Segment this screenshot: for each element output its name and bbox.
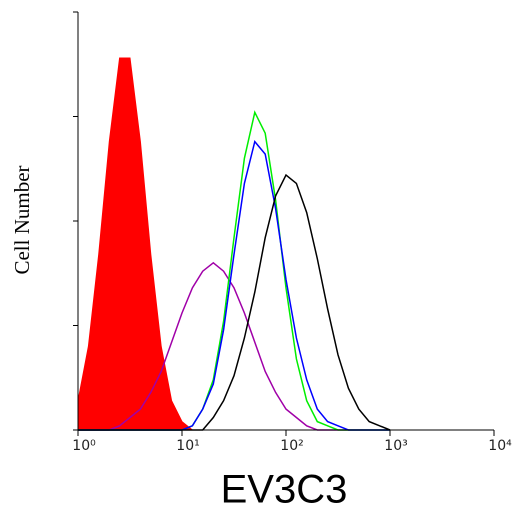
- x-tick-label: 10³: [384, 438, 407, 454]
- x-axis-label: EV3C3: [221, 468, 348, 512]
- x-tick-label: 10⁴: [488, 438, 512, 454]
- x-tick-label: 10⁰: [72, 438, 96, 454]
- y-axis-label: Cell Number: [10, 165, 34, 274]
- x-tick-label: 10²: [280, 438, 303, 454]
- x-tick-label: 10¹: [176, 438, 199, 454]
